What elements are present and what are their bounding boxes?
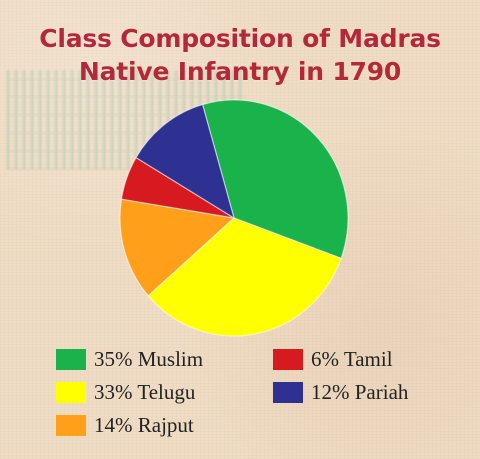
- legend-label-tamil: 6% Tamil: [311, 347, 393, 371]
- pie-slice-rajput: [119, 198, 236, 297]
- legend-item-telugu: 33% Telugu: [56, 377, 195, 407]
- legend-swatch-rajput: [56, 414, 86, 436]
- legend-swatch-tamil: [273, 348, 303, 370]
- legend-label-telugu: 33% Telugu: [94, 380, 196, 404]
- legend-label-rajput: 14% Rajput: [94, 413, 194, 437]
- legend-item-pariah: 12% Pariah: [273, 377, 408, 407]
- pie-slice-muslim: [201, 99, 349, 260]
- legend-swatch-muslim: [56, 348, 86, 370]
- legend-label-pariah: 12% Pariah: [311, 380, 409, 404]
- legend-swatch-pariah: [273, 381, 303, 403]
- pie-slice-pariah: [135, 103, 235, 220]
- pie-slices: [119, 99, 349, 337]
- legend-item-rajput: 14% Rajput: [56, 410, 194, 440]
- legend-label-muslim: 35% Muslim: [94, 347, 204, 371]
- legend-item-tamil: 6% Tamil: [273, 344, 393, 374]
- legend-item-muslim: 35% Muslim: [56, 344, 203, 374]
- chart-title-line-2: Native Infantry in 1790: [78, 57, 402, 86]
- pie-slice-telugu: [147, 217, 342, 337]
- chart-title-line-1: Class Composition of Madras: [39, 24, 441, 53]
- legend-swatch-telugu: [56, 381, 86, 403]
